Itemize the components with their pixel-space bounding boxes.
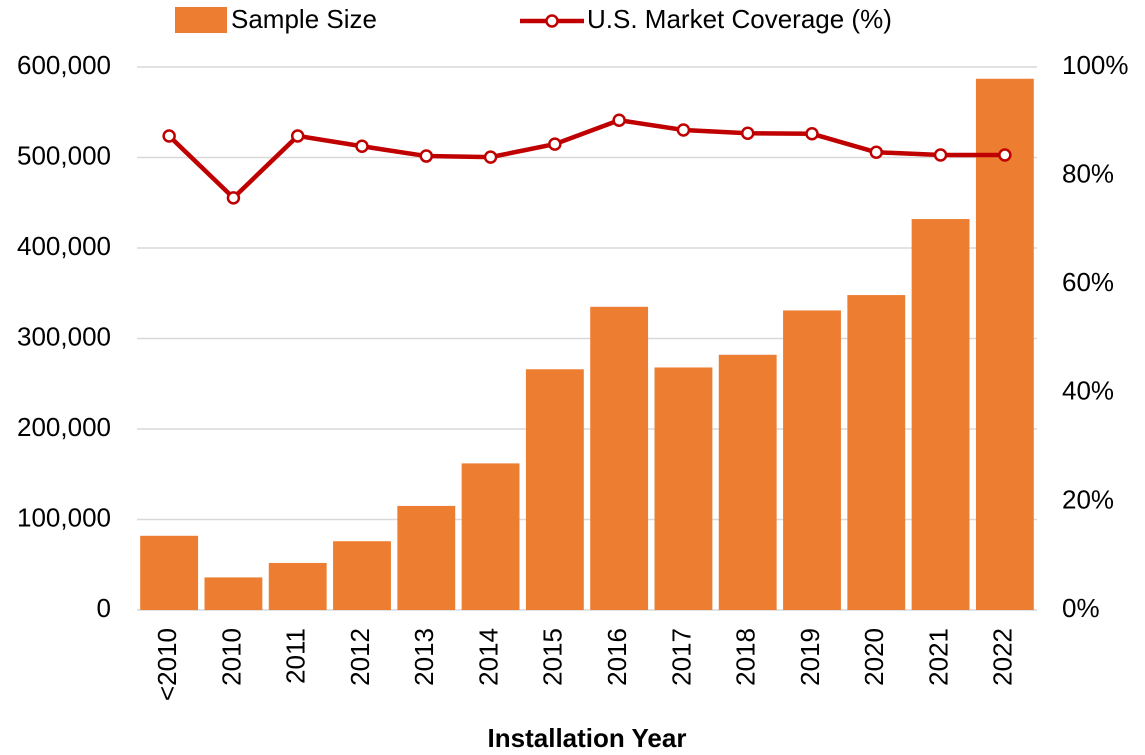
- bar: [718, 354, 777, 610]
- line-marker: [290, 129, 305, 143]
- legend-label: U.S. Market Coverage (%): [587, 4, 892, 34]
- line-marker: [226, 191, 241, 205]
- line-marker: [355, 139, 369, 154]
- line-marker: [933, 148, 948, 162]
- line-marker: [740, 126, 755, 140]
- bar: [783, 310, 841, 610]
- bar: [847, 295, 906, 610]
- line-marker: [483, 150, 498, 164]
- y2-tick-label: 80%: [1062, 158, 1114, 188]
- line-marker: [612, 113, 626, 127]
- bar: [461, 463, 520, 610]
- x-tick-label: 2014: [473, 628, 503, 686]
- x-tick-label: 2012: [345, 628, 375, 686]
- y-tick-label: 500,000: [17, 140, 111, 170]
- bar: [975, 78, 1034, 610]
- x-tick-label: 2018: [731, 628, 761, 686]
- x-tick-label: 2011: [281, 628, 311, 684]
- line-marker: [548, 137, 562, 151]
- x-axis-label: Installation Year: [488, 723, 687, 753]
- bar: [525, 369, 584, 610]
- x-tick-label: 2010: [216, 628, 246, 686]
- bar: [204, 577, 263, 610]
- bar: [397, 505, 456, 610]
- line: [167, 117, 1005, 201]
- y2-tick-label: 0%: [1062, 593, 1100, 623]
- y-tick-label: 100,000: [17, 502, 111, 532]
- y-tick-label: 600,000: [17, 50, 111, 80]
- bar: [654, 367, 713, 610]
- bar: [590, 306, 649, 610]
- line-marker: [805, 127, 819, 141]
- x-tick-label: <2010: [152, 628, 182, 701]
- x-tick-label: 2019: [795, 628, 825, 686]
- x-tick-label: 2020: [859, 628, 889, 686]
- y-tick-label: 200,000: [17, 412, 111, 442]
- x-tick-label: 2013: [409, 628, 439, 686]
- x-tick-label: 2021: [923, 628, 953, 686]
- line-marker: [162, 129, 176, 143]
- y-tick-label: 400,000: [17, 231, 111, 261]
- bar: [911, 219, 970, 611]
- x-tick-label: 2015: [538, 628, 568, 686]
- line-marker: [419, 149, 434, 163]
- bar: [140, 535, 199, 610]
- legend-label: Sample Size: [231, 4, 377, 34]
- y2-tick-label: 100%: [1062, 50, 1129, 80]
- line-marker: [998, 148, 1012, 162]
- y2-tick-label: 20%: [1062, 484, 1114, 514]
- line-marker: [869, 145, 884, 160]
- x-tick-label: 2017: [666, 628, 696, 686]
- x-tick-label: 2016: [602, 628, 632, 686]
- bar: [268, 562, 327, 610]
- y2-tick-label: 40%: [1062, 376, 1114, 406]
- y-tick-label: 0: [97, 593, 111, 623]
- y-tick-label: 300,000: [17, 321, 111, 351]
- legend-marker: [545, 14, 559, 28]
- line-marker: [676, 123, 691, 137]
- y2-tick-label: 60%: [1062, 267, 1114, 297]
- legend-swatch: [175, 7, 227, 33]
- bar: [333, 541, 391, 610]
- x-tick-label: 2022: [988, 628, 1018, 686]
